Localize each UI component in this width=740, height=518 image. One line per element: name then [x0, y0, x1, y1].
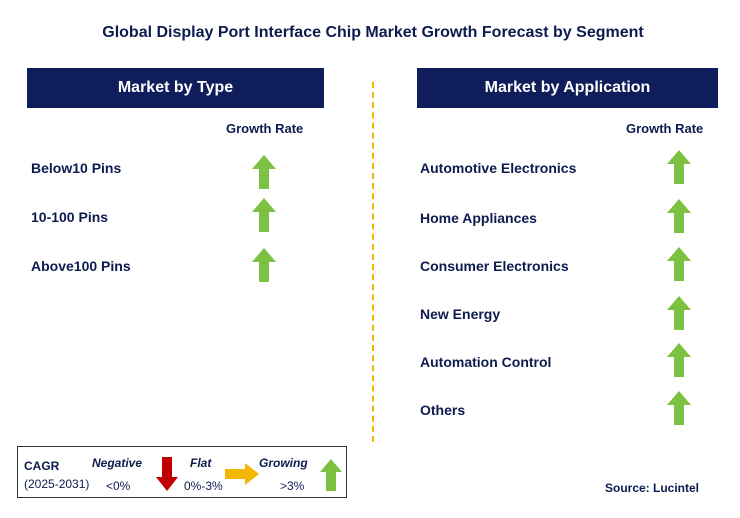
legend-negative-label: Negative — [92, 456, 143, 470]
legend-negative-range: <0% — [106, 479, 131, 493]
growing-arrow-icon — [252, 198, 276, 232]
source-note: Source: Lucintel — [605, 481, 700, 495]
type-item-label: Above100 Pins — [31, 258, 131, 274]
page-title: Global Display Port Interface Chip Marke… — [102, 24, 644, 41]
flat-arrow-icon — [225, 463, 259, 485]
application-item-label: Consumer Electronics — [420, 258, 569, 274]
growing-arrow-icon — [252, 155, 276, 189]
application-item-label: Automation Control — [420, 354, 552, 370]
growing-arrow-icon — [667, 150, 691, 184]
growing-arrow-icon — [667, 343, 691, 377]
legend-flat-range: 0%-3% — [184, 479, 223, 493]
legend-flat-label: Flat — [190, 456, 212, 470]
panel-divider — [372, 82, 374, 442]
application-item-label: Automotive Electronics — [420, 160, 577, 176]
legend-cagr-label: CAGR — [24, 459, 60, 473]
application-item-label: Home Appliances — [420, 210, 537, 226]
legend-period: (2025-2031) — [24, 477, 90, 491]
application-item-label: Others — [420, 402, 466, 418]
growing-arrow-icon — [667, 247, 691, 281]
type-item-label: 10-100 Pins — [31, 209, 109, 225]
legend-growing-label: Growing — [259, 456, 308, 470]
market-by-application-header: Market by Application — [417, 68, 718, 108]
growing-arrow-icon — [667, 296, 691, 330]
negative-arrow-icon — [156, 457, 178, 491]
growing-arrow-icon — [667, 391, 691, 425]
growing-arrow-icon — [252, 248, 276, 282]
type-growth-rate-label: Growth Rate — [226, 121, 304, 136]
growing-arrow-icon — [320, 459, 342, 491]
market-by-type-header: Market by Type — [27, 68, 324, 108]
growing-arrow-icon — [667, 199, 691, 233]
application-item-label: New Energy — [420, 306, 501, 322]
type-item-label: Below10 Pins — [31, 160, 122, 176]
cagr-legend: CAGR (2025-2031) Negative <0% Flat 0%-3%… — [17, 446, 347, 498]
application-growth-rate-label: Growth Rate — [626, 121, 704, 136]
legend-growing-range: >3% — [280, 479, 305, 493]
